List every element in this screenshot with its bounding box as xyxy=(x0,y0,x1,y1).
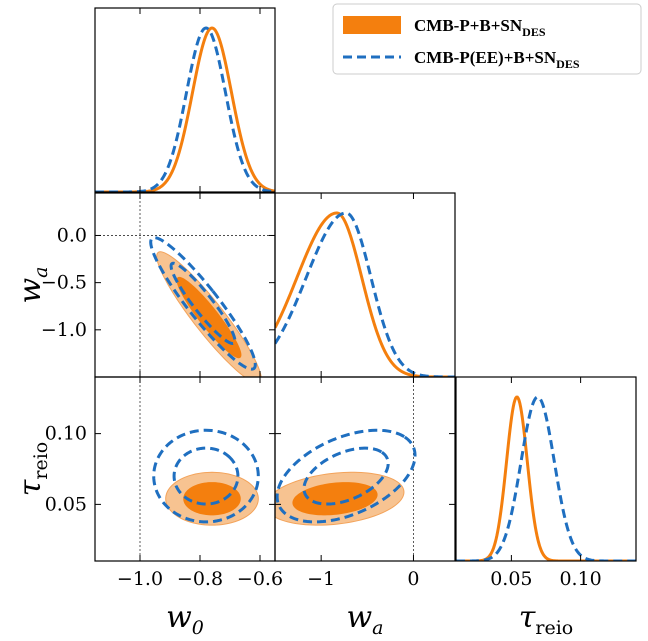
series-2-contour-68-wa_w0 xyxy=(169,261,237,346)
y-axis-label-wa: wa xyxy=(13,266,52,303)
legend-swatch-1 xyxy=(343,16,401,34)
series-2-marginal-wa xyxy=(275,211,455,377)
x-tick-label-tau: 0.10 xyxy=(559,568,601,590)
contour-panel-wa_w0 xyxy=(95,193,275,377)
x-tick-label-wa: −1 xyxy=(307,568,335,590)
series-2-marginal-tau xyxy=(456,395,636,561)
legend-box xyxy=(332,3,642,75)
series-1-marginal-tau xyxy=(456,395,636,561)
panel-frame-w0 xyxy=(94,7,276,193)
y-axis-label-tau: τreio xyxy=(13,442,52,496)
panel-frame-tau_wa xyxy=(274,376,456,562)
y-tick-label-tau: 0.05 xyxy=(45,493,87,515)
x-axis-label-wa: wa xyxy=(346,600,383,639)
panel-frame-tau_w0 xyxy=(94,376,276,562)
y-tick-label-wa: −1.0 xyxy=(41,319,87,341)
legend: CMB-P+B+SNDES CMB-P(EE)+B+SNDES xyxy=(332,3,642,75)
series-1-contour-68-tau_w0 xyxy=(183,482,241,516)
series-2-contour-95-tau_w0 xyxy=(152,428,260,524)
x-tick-label-w0: −1.0 xyxy=(117,568,163,590)
series-2-contour-68-tau_w0 xyxy=(172,446,240,506)
y-tick-label-wa: −0.5 xyxy=(41,272,87,294)
marginal-panel-w0 xyxy=(95,26,275,192)
marginal-panel-tau xyxy=(456,395,636,561)
x-axis-label-tau: τreio xyxy=(519,600,573,639)
series-1-contour-68-wa_w0 xyxy=(176,276,242,359)
x-tick-label-w0: −0.8 xyxy=(177,568,223,590)
series-1-marginal-w0 xyxy=(95,26,275,192)
marginal-panel-wa xyxy=(275,211,455,377)
series-1-contour-68-tau_wa xyxy=(292,482,378,516)
series-2-contour-95-tau_wa xyxy=(275,428,417,524)
x-tick-label-tau: 0.05 xyxy=(490,568,532,590)
x-tick-label-w0: −0.6 xyxy=(237,568,283,590)
y-tick-label-wa: 0.0 xyxy=(57,224,87,246)
legend-entry-1: CMB-P+B+SNDES xyxy=(414,16,546,39)
series-2-marginal-w0 xyxy=(95,26,275,192)
contour-panel-tau_w0 xyxy=(139,377,260,561)
series-1-marginal-wa xyxy=(275,211,455,377)
x-axis-label-w0: w0 xyxy=(166,600,204,639)
panel-frame-tau xyxy=(455,376,637,562)
legend-entry-2: CMB-P(EE)+B+SNDES xyxy=(414,48,580,71)
series-2-contour-95-wa_w0 xyxy=(149,236,257,371)
y-tick-label-tau: 0.10 xyxy=(45,423,87,445)
contour-panel-tau_wa xyxy=(275,377,417,561)
x-tick-label-wa: 0 xyxy=(407,568,419,590)
